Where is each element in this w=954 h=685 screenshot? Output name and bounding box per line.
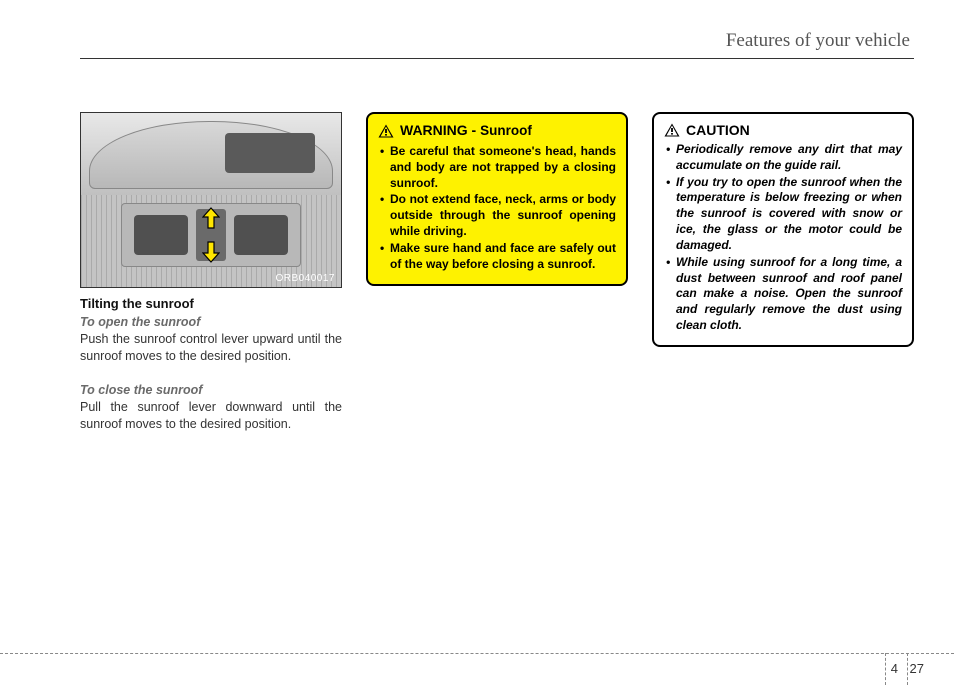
sunroof-figure: ORB040017 (80, 112, 342, 288)
control-side-right (234, 215, 288, 255)
warning-title-main: WARNING - (400, 122, 480, 138)
sunroof-glass-shape (225, 133, 315, 173)
footer-dashed-horizontal (0, 653, 954, 654)
column-3: CAUTION Periodically remove any dirt tha… (652, 112, 914, 433)
caution-list: Periodically remove any dirt that may ac… (664, 142, 902, 334)
footer-dashed-vertical-2 (907, 653, 908, 685)
header-title: Features of your vehicle (726, 30, 910, 52)
warning-title: WARNING - Sunroof (400, 122, 532, 140)
page-number: 27 (910, 661, 924, 676)
caution-header: CAUTION (664, 122, 902, 138)
warning-title-sub: Sunroof (480, 123, 532, 138)
caution-title: CAUTION (686, 122, 750, 138)
chapter-number: 4 (891, 661, 898, 676)
warning-header: WARNING - Sunroof (378, 122, 616, 140)
arrow-up-icon (202, 207, 220, 229)
control-side-left (134, 215, 188, 255)
close-subtitle: To close the sunroof (80, 383, 342, 397)
arrow-down-icon (202, 241, 220, 263)
column-1: ORB040017 Tilting the sunroof To open th… (80, 112, 342, 433)
manual-page: Features of your vehicle (0, 0, 954, 685)
caution-item: If you try to open the sunroof when the … (664, 175, 902, 254)
column-2: WARNING - Sunroof Be careful that someon… (366, 112, 628, 433)
warning-item: Make sure hand and face are safely out o… (378, 241, 616, 273)
caution-triangle-icon (664, 123, 680, 137)
figure-top-panel (81, 113, 341, 195)
content-area: ORB040017 Tilting the sunroof To open th… (80, 112, 910, 433)
section-title: Tilting the sunroof (80, 296, 342, 311)
warning-list: Be careful that someone's head, hands an… (378, 144, 616, 273)
open-text: Push the sunroof control lever upward un… (80, 331, 342, 365)
warning-item: Do not extend face, neck, arms or body o… (378, 192, 616, 239)
warning-box: WARNING - Sunroof Be careful that someon… (366, 112, 628, 286)
control-slot (196, 209, 226, 261)
caution-item: While using sunroof for a long time, a d… (664, 255, 902, 334)
caution-box: CAUTION Periodically remove any dirt tha… (652, 112, 914, 347)
header-rule (80, 58, 914, 59)
footer-dashed-vertical-1 (885, 653, 886, 685)
page-footer: 4 27 (0, 639, 954, 685)
control-panel (121, 203, 301, 267)
figure-code: ORB040017 (275, 273, 335, 284)
open-subtitle: To open the sunroof (80, 315, 342, 329)
caution-item: Periodically remove any dirt that may ac… (664, 142, 902, 174)
close-text: Pull the sunroof lever downward until th… (80, 399, 342, 433)
warning-item: Be careful that someone's head, hands an… (378, 144, 616, 191)
warning-triangle-icon (378, 124, 394, 138)
